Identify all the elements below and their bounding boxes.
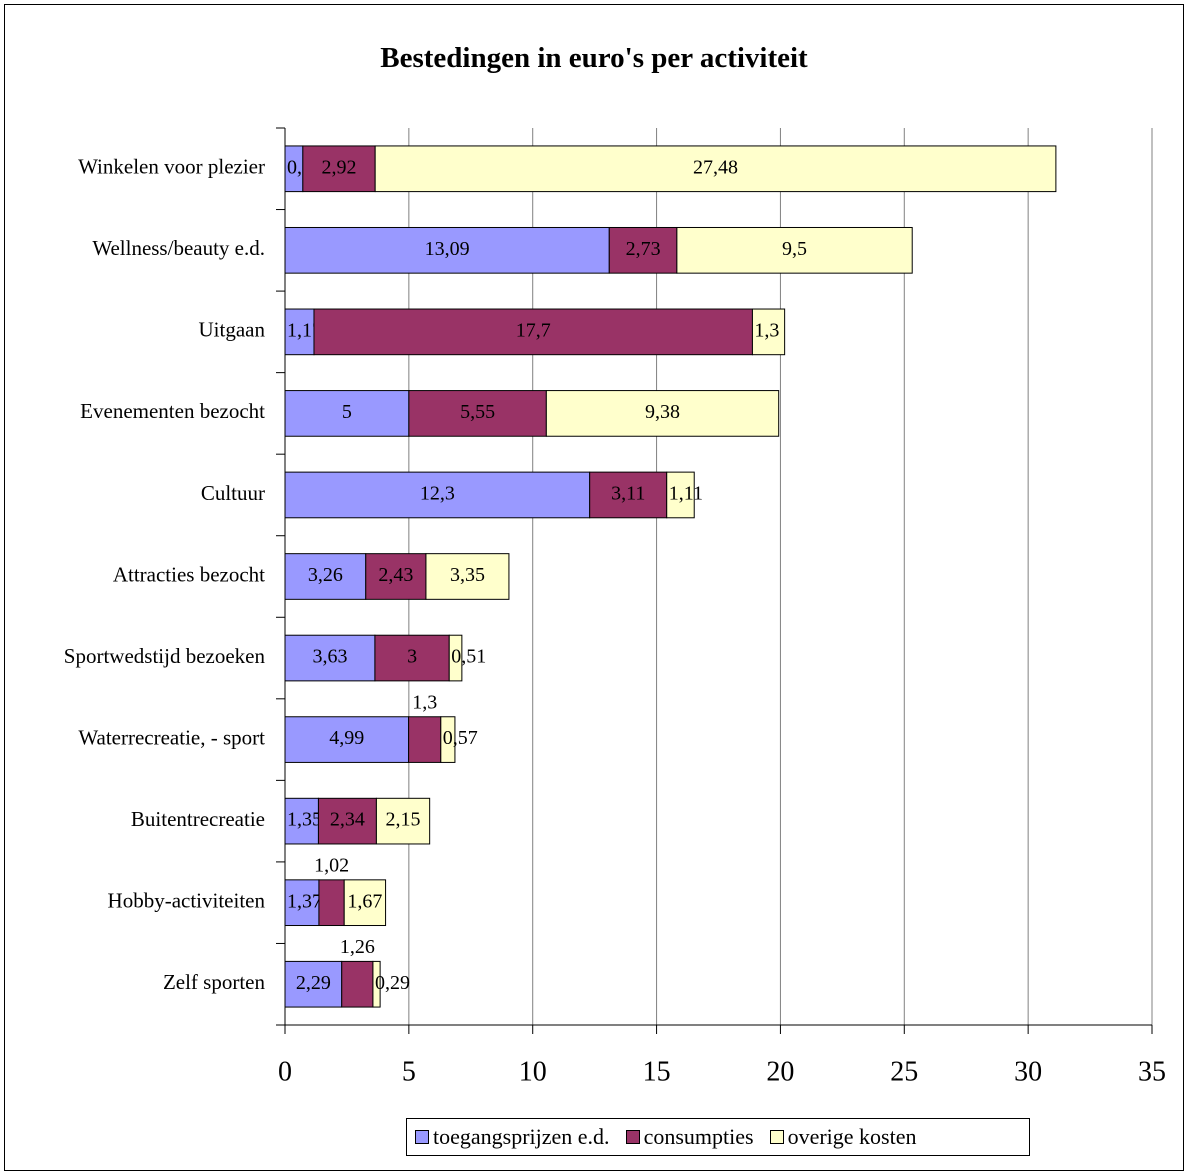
bar-segment: [284, 960, 343, 1008]
bar-segment: [372, 960, 381, 1008]
bar-segment: [448, 634, 463, 682]
data-label: 3,63: [312, 646, 347, 668]
legend-label: consumpties: [643, 1124, 754, 1149]
bar-segment: [440, 716, 456, 763]
data-label: 3,26: [308, 564, 343, 586]
bar-segment: [313, 308, 753, 356]
x-tick-label: 15: [643, 1056, 671, 1087]
x-tick-label: 30: [1014, 1056, 1042, 1087]
x-tick-label: 35: [1138, 1056, 1166, 1087]
data-label: 1,35: [287, 809, 322, 831]
data-label: 0,57: [443, 727, 478, 749]
bar-segment: [751, 308, 786, 356]
bar-segment: [408, 390, 547, 437]
data-label: 1,26: [340, 936, 375, 958]
data-label: 9,5: [782, 238, 807, 260]
bar-segment: [374, 634, 450, 682]
x-tick-label: 5: [402, 1056, 416, 1087]
data-label: 1,37: [287, 890, 322, 912]
data-label: 1,67: [347, 890, 382, 912]
bar-segment: [341, 960, 374, 1008]
data-label: 1,11: [669, 483, 703, 505]
data-label: 2,43: [378, 564, 413, 586]
category-label: Waterrecreatie, - sport: [78, 725, 265, 749]
category-label: Zelf sporten: [163, 970, 266, 994]
data-label: 13,09: [425, 238, 470, 260]
data-label: 0,51: [451, 646, 486, 668]
legend-label: overige kosten: [787, 1124, 917, 1149]
bar-segment: [318, 879, 345, 927]
bar-segment: [375, 797, 431, 845]
bar-segment: [284, 308, 315, 356]
bar-segment: [284, 879, 320, 927]
data-label: 2,92: [322, 156, 357, 178]
bar-segment: [408, 716, 442, 763]
data-label: 2,73: [626, 238, 661, 260]
x-tick-label: 25: [890, 1056, 918, 1087]
bar-segment: [365, 553, 427, 600]
data-label: 0,29: [375, 972, 410, 994]
bar-segment: [317, 797, 377, 845]
category-label: Cultuur: [201, 481, 265, 505]
legend-swatch: [415, 1130, 429, 1144]
legend: toegangsprijzen e.d. consumpties overige k…: [406, 1118, 1030, 1156]
data-label: 5: [342, 401, 352, 423]
category-label: Hobby-activiteiten: [108, 888, 266, 912]
data-label: 2,29: [296, 972, 331, 994]
bar-segment: [284, 797, 319, 845]
legend-item: toegangsprijzen e.d.: [415, 1124, 610, 1150]
x-tick-label: 0: [278, 1056, 292, 1087]
data-label: 12,3: [420, 483, 455, 505]
data-label: 2,15: [386, 809, 421, 831]
bar-segment: [284, 471, 591, 519]
data-label: 27,48: [693, 156, 738, 178]
chart-frame: [4, 4, 1184, 1171]
legend-label: toegangsprijzen e.d.: [433, 1124, 610, 1149]
data-label: 1,17: [287, 319, 322, 341]
data-label: 5,55: [460, 401, 495, 423]
data-label: 3,11: [611, 483, 645, 505]
bar-segment: [374, 145, 1057, 193]
legend-item: overige kosten: [769, 1124, 917, 1150]
data-label: 1,3: [754, 319, 779, 341]
category-label: Attracties bezocht: [113, 562, 265, 586]
category-label: Evenementen bezocht: [80, 399, 265, 423]
legend-swatch: [769, 1130, 784, 1144]
bar-segment: [425, 553, 510, 600]
bar-segment: [284, 553, 367, 600]
data-label: 1,3: [412, 691, 437, 713]
data-label: 3: [407, 646, 417, 668]
data-label: 2,34: [330, 809, 365, 831]
bar-segment: [343, 879, 387, 927]
data-label: 17,7: [516, 319, 551, 341]
x-tick-label: 10: [519, 1056, 547, 1087]
bar-segment: [284, 634, 376, 682]
bar-segment: [302, 145, 376, 193]
legend-swatch: [625, 1130, 640, 1144]
legend-item: consumpties: [625, 1124, 754, 1150]
x-tick-label: 20: [766, 1056, 794, 1087]
bar-segment: [666, 471, 695, 519]
chart-title: Bestedingen in euro's per activiteit: [380, 42, 808, 74]
bar-segment: [545, 390, 780, 437]
category-label: Uitgaan: [199, 318, 266, 342]
category-label: Sportwedstijd bezoeken: [64, 644, 266, 668]
bar-segment: [676, 226, 913, 274]
category-label: Buitentrecreatie: [131, 807, 265, 831]
category-label: Winkelen voor plezier: [78, 155, 265, 179]
category-label: Wellness/beauty e.d.: [92, 236, 265, 260]
data-label: 3,35: [450, 564, 485, 586]
data-label: 1,02: [314, 854, 349, 876]
data-label: 9,38: [645, 401, 680, 423]
bar-segment: [284, 390, 410, 437]
bar-segment: [284, 226, 610, 274]
data-label: 4,99: [329, 727, 364, 749]
